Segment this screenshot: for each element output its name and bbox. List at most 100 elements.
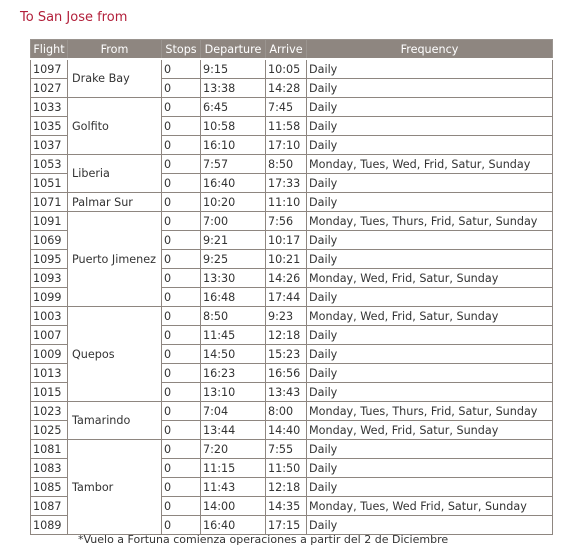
flight-number-cell: 1023 <box>30 401 68 421</box>
stops-cell: 0 <box>161 116 201 136</box>
departure-cell: 16:23 <box>200 363 266 383</box>
frequency-cell: Daily <box>306 78 553 98</box>
frequency-cell: Daily <box>306 344 553 364</box>
arrive-cell: 14:28 <box>265 78 307 98</box>
departure-cell: 7:04 <box>200 401 266 421</box>
frequency-cell: Daily <box>306 249 553 269</box>
departure-cell: 11:15 <box>200 458 266 478</box>
table-row: 1099 0 16:48 17:44 Daily <box>30 287 553 307</box>
table-row: 1053 Liberia 0 7:57 8:50 Monday, Tues, Wed, F… <box>30 154 553 193</box>
column-header-stops: Stops <box>161 39 201 60</box>
page-title: To San Jose from <box>20 10 128 25</box>
arrive-cell: 14:40 <box>265 420 307 440</box>
column-header-arrive: Arrive <box>265 39 307 60</box>
frequency-cell: Monday, Tues, Thurs, Frid, Satur, Sunday <box>306 211 553 231</box>
departure-cell: 9:25 <box>200 249 266 269</box>
flight-number-cell: 1033 <box>30 97 68 117</box>
arrive-cell: 17:44 <box>265 287 307 307</box>
column-header-frequency: Frequency <box>306 39 553 60</box>
flight-number-cell: 1013 <box>30 363 68 383</box>
stops-cell: 0 <box>161 401 201 421</box>
flight-number-cell: 1099 <box>30 287 68 307</box>
table-row: 1091 Puerto Jimenez 0 7:00 7:56 Monday, Tues,… <box>30 211 553 307</box>
arrive-cell: 9:23 <box>265 306 307 326</box>
frequency-cell: Daily <box>306 458 553 478</box>
table-row: 1013 0 16:23 16:56 Daily <box>30 363 553 383</box>
arrive-cell: 8:50 <box>265 154 307 174</box>
stops-cell: 0 <box>161 192 201 212</box>
departure-cell: 16:48 <box>200 287 266 307</box>
arrive-cell: 11:50 <box>265 458 307 478</box>
frequency-cell: Daily <box>306 58 553 79</box>
stops-cell: 0 <box>161 173 201 193</box>
arrive-cell: 7:45 <box>265 97 307 117</box>
table-row: 1033 Golfito 0 6:45 7:45 Daily <box>30 97 553 155</box>
flight-number-cell: 1093 <box>30 268 68 288</box>
arrive-cell: 12:18 <box>265 325 307 345</box>
flight-number-cell: 1027 <box>30 78 68 98</box>
table-body: 1097 Drake Bay 0 9:15 10:05 Daily 1027 0 13:38 14… <box>30 58 553 535</box>
flight-number-cell: 1015 <box>30 382 68 402</box>
frequency-cell: Daily <box>306 192 553 212</box>
frequency-cell: Daily <box>306 363 553 383</box>
column-header-from: From <box>67 39 162 60</box>
table-row: 1095 0 9:25 10:21 Daily <box>30 249 553 269</box>
arrive-cell: 11:58 <box>265 116 307 136</box>
frequency-cell: Monday, Tues, Wed Frid, Satur, Sunday <box>306 496 553 516</box>
frequency-cell: Monday, Tues, Wed, Frid, Satur, Sunday <box>306 154 553 174</box>
flight-number-cell: 1095 <box>30 249 68 269</box>
departure-cell: 7:00 <box>200 211 266 231</box>
from-city-cell: Golfito <box>67 97 162 155</box>
footnote: *Vuelo a Fortuna comienza operaciones a … <box>78 533 449 546</box>
frequency-cell: Daily <box>306 230 553 250</box>
stops-cell: 0 <box>161 420 201 440</box>
from-city-cell: Puerto Jimenez <box>67 211 162 307</box>
frequency-cell: Daily <box>306 477 553 497</box>
departure-cell: 16:40 <box>200 173 266 193</box>
departure-cell: 11:43 <box>200 477 266 497</box>
stops-cell: 0 <box>161 58 201 79</box>
arrive-cell: 17:15 <box>265 515 307 535</box>
departure-cell: 9:15 <box>200 58 266 79</box>
from-city-cell: Tamarindo <box>67 401 162 440</box>
flight-number-cell: 1081 <box>30 439 68 459</box>
stops-cell: 0 <box>161 135 201 155</box>
arrive-cell: 13:43 <box>265 382 307 402</box>
frequency-cell: Monday, Tues, Thurs, Frid, Satur, Sunday <box>306 401 553 421</box>
departure-cell: 8:50 <box>200 306 266 326</box>
departure-cell: 9:21 <box>200 230 266 250</box>
flight-number-cell: 1025 <box>30 420 68 440</box>
stops-cell: 0 <box>161 78 201 98</box>
departure-cell: 10:20 <box>200 192 266 212</box>
from-city-cell: Palmar Sur <box>67 192 162 212</box>
arrive-cell: 10:21 <box>265 249 307 269</box>
departure-cell: 16:40 <box>200 515 266 535</box>
stops-cell: 0 <box>161 515 201 535</box>
table-row: 1035 0 10:58 11:58 Daily <box>30 116 553 136</box>
stops-cell: 0 <box>161 477 201 497</box>
flight-number-cell: 1089 <box>30 515 68 535</box>
flight-number-cell: 1053 <box>30 154 68 174</box>
departure-cell: 14:50 <box>200 344 266 364</box>
arrive-cell: 16:56 <box>265 363 307 383</box>
stops-cell: 0 <box>161 439 201 459</box>
departure-cell: 13:30 <box>200 268 266 288</box>
frequency-cell: Daily <box>306 439 553 459</box>
stops-cell: 0 <box>161 496 201 516</box>
departure-cell: 16:10 <box>200 135 266 155</box>
stops-cell: 0 <box>161 287 201 307</box>
flight-number-cell: 1009 <box>30 344 68 364</box>
frequency-cell: Daily <box>306 135 553 155</box>
arrive-cell: 15:23 <box>265 344 307 364</box>
flight-number-cell: 1097 <box>30 58 68 79</box>
arrive-cell: 7:55 <box>265 439 307 459</box>
stops-cell: 0 <box>161 211 201 231</box>
column-header-flight: Flight <box>30 39 68 60</box>
departure-cell: 10:58 <box>200 116 266 136</box>
frequency-cell: Daily <box>306 325 553 345</box>
frequency-cell: Daily <box>306 116 553 136</box>
stops-cell: 0 <box>161 458 201 478</box>
departure-cell: 13:38 <box>200 78 266 98</box>
arrive-cell: 7:56 <box>265 211 307 231</box>
arrive-cell: 12:18 <box>265 477 307 497</box>
